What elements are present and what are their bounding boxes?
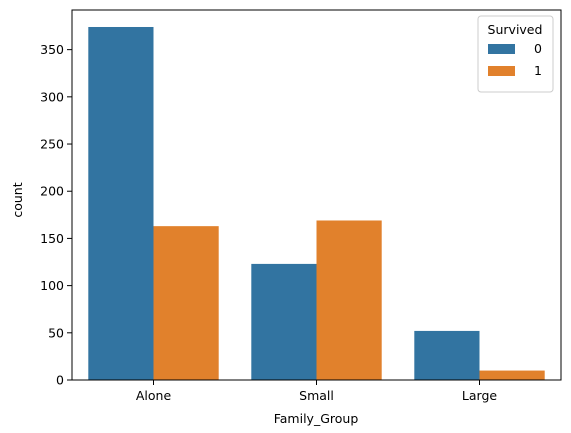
x-tick-label: Small — [299, 388, 334, 403]
bar-alone-survived-1 — [153, 226, 219, 380]
y-tick-label: 300 — [40, 89, 64, 104]
bar-alone-survived-0 — [88, 26, 154, 380]
y-tick-label: 250 — [40, 137, 64, 152]
y-tick-label: 150 — [40, 231, 64, 246]
bar-large-survived-1 — [479, 370, 545, 380]
legend-label-1: 1 — [534, 63, 542, 78]
bar-small-survived-1 — [316, 220, 382, 380]
y-tick-label: 200 — [40, 184, 64, 199]
legend-swatch-0 — [488, 44, 515, 54]
x-tick-label: Alone — [136, 388, 172, 403]
y-tick-label: 50 — [48, 325, 64, 340]
legend-swatch-1 — [488, 66, 515, 76]
y-tick-label: 100 — [40, 278, 64, 293]
x-axis-label: Family_Group — [274, 411, 359, 426]
y-tick-label: 0 — [56, 373, 64, 388]
ticks-layer: Alone Small Large 0 50 100 150 200 250 300 350 — [40, 42, 497, 403]
bar-small-survived-0 — [251, 263, 317, 380]
y-axis-label: count — [10, 182, 25, 217]
bars-layer — [88, 26, 545, 380]
legend-entries: 01 — [488, 41, 542, 78]
bar-large-survived-0 — [414, 330, 480, 380]
x-tick-label: Large — [462, 388, 497, 403]
legend-label-0: 0 — [534, 41, 542, 56]
y-tick-label: 350 — [40, 42, 64, 57]
legend: Survived 01 — [477, 15, 554, 93]
legend-title: Survived — [488, 22, 543, 37]
